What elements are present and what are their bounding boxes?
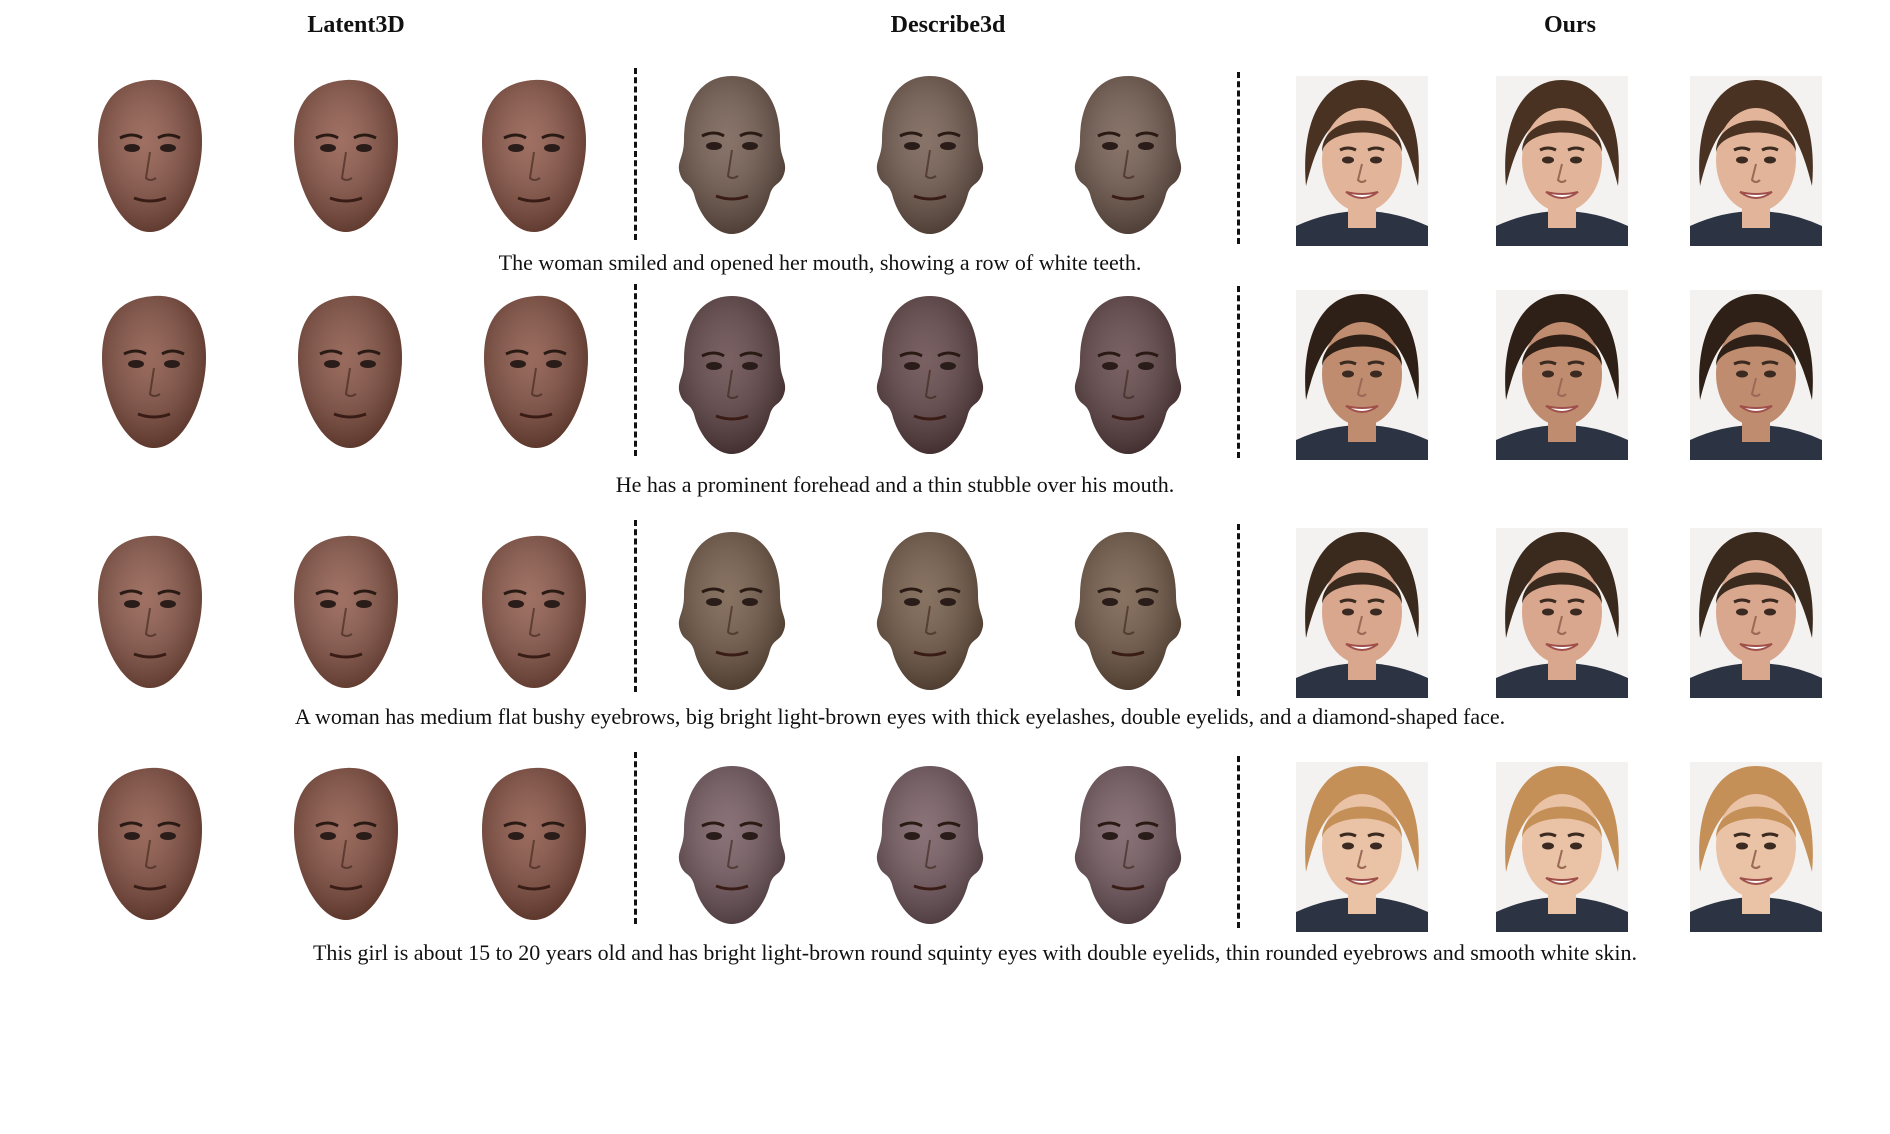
ours-portrait: [1690, 290, 1822, 460]
latent3d-face: [88, 288, 220, 456]
divider-row2-b: [1237, 286, 1240, 458]
describe3d-face: [666, 70, 798, 238]
ours-portrait: [1296, 762, 1428, 932]
divider-row3-a: [634, 520, 637, 692]
ours-portrait: [1690, 762, 1822, 932]
describe3d-face: [864, 526, 996, 694]
row-caption: This girl is about 15 to 20 years old an…: [312, 940, 1638, 965]
divider-row1-b: [1237, 72, 1240, 244]
ours-portrait: [1296, 76, 1428, 246]
latent3d-face: [280, 760, 412, 928]
header-ours: Ours: [1543, 12, 1597, 38]
latent3d-face: [468, 528, 600, 696]
describe3d-face: [1062, 70, 1194, 238]
ours-portrait: [1496, 76, 1628, 246]
row-caption: A woman has medium flat bushy eyebrows, …: [294, 704, 1506, 729]
ours-portrait: [1296, 290, 1428, 460]
describe3d-face: [864, 70, 996, 238]
ours-portrait: [1496, 528, 1628, 698]
divider-row1-a: [634, 68, 637, 240]
latent3d-face: [84, 760, 216, 928]
describe3d-face: [864, 760, 996, 928]
ours-portrait: [1690, 76, 1822, 246]
divider-row3-b: [1237, 524, 1240, 696]
latent3d-face: [280, 528, 412, 696]
describe3d-face: [666, 290, 798, 458]
row-caption: He has a prominent forehead and a thin s…: [615, 472, 1175, 497]
row-caption: The woman smiled and opened her mouth, s…: [498, 250, 1142, 275]
header-latent3d: Latent3D: [307, 12, 405, 38]
divider-row4-a: [634, 752, 637, 924]
ours-portrait: [1496, 762, 1628, 932]
header-describe3d: Describe3d: [890, 12, 1006, 38]
describe3d-face: [666, 526, 798, 694]
latent3d-face: [84, 72, 216, 240]
ours-portrait: [1496, 290, 1628, 460]
latent3d-face: [468, 760, 600, 928]
latent3d-face: [468, 72, 600, 240]
latent3d-face: [280, 72, 412, 240]
latent3d-face: [84, 528, 216, 696]
latent3d-face: [470, 288, 602, 456]
ours-portrait: [1296, 528, 1428, 698]
describe3d-face: [864, 290, 996, 458]
describe3d-face: [1062, 526, 1194, 694]
divider-row4-b: [1237, 756, 1240, 928]
describe3d-face: [666, 760, 798, 928]
divider-row2-a: [634, 284, 637, 456]
latent3d-face: [284, 288, 416, 456]
describe3d-face: [1062, 290, 1194, 458]
ours-portrait: [1690, 528, 1822, 698]
describe3d-face: [1062, 760, 1194, 928]
